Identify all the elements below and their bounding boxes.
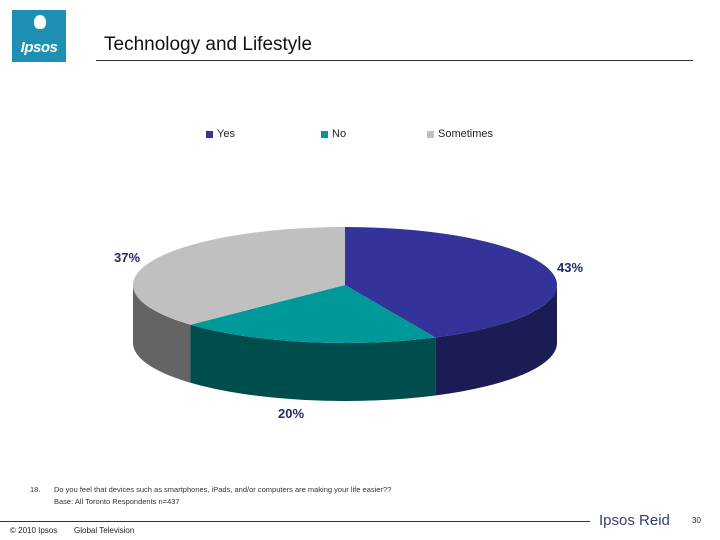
footer-divider — [0, 521, 590, 522]
pie-slice-no — [190, 285, 436, 343]
legend-item-no: No — [321, 128, 346, 140]
client-name: Global Television — [74, 526, 135, 535]
legend-swatch-sometimes — [427, 130, 434, 138]
legend-item-sometimes: Sometimes — [427, 128, 493, 140]
pie-slice-yes — [345, 227, 557, 338]
title-divider — [96, 60, 693, 61]
question-number: 18. — [30, 485, 41, 494]
question-text: Do you feel that devices such as smartph… — [54, 485, 392, 494]
pie-side-yes — [435, 285, 557, 396]
slide-title: Technology and Lifestyle — [104, 34, 313, 55]
legend-item-yes: Yes — [206, 128, 235, 140]
logo-head-icon — [34, 15, 46, 29]
data-label-yes: 43% — [557, 260, 583, 275]
pie-slice-sometimes — [133, 227, 345, 325]
legend-swatch-no — [321, 130, 328, 138]
base-text: Base: All Toronto Respondents n=437 — [54, 497, 180, 506]
pie-side-no — [190, 324, 436, 401]
legend-label-yes: Yes — [217, 128, 235, 140]
logo-text: Ipsos — [20, 39, 58, 56]
ipsos-reid-logo: Ipsos Reid — [599, 512, 670, 529]
pie-side-sometimes — [133, 285, 191, 383]
data-label-no: 20% — [278, 406, 304, 421]
chart-legend: Yes No Sometimes — [0, 128, 720, 142]
copyright: © 2010 Ipsos — [10, 526, 58, 535]
ipsos-logo: Ipsos — [12, 10, 66, 62]
page-number: 30 — [692, 516, 701, 525]
legend-label-no: No — [332, 128, 347, 140]
data-label-sometimes: 37% — [114, 250, 140, 265]
legend-swatch-yes — [206, 130, 213, 138]
legend-label-sometimes: Sometimes — [438, 128, 494, 140]
